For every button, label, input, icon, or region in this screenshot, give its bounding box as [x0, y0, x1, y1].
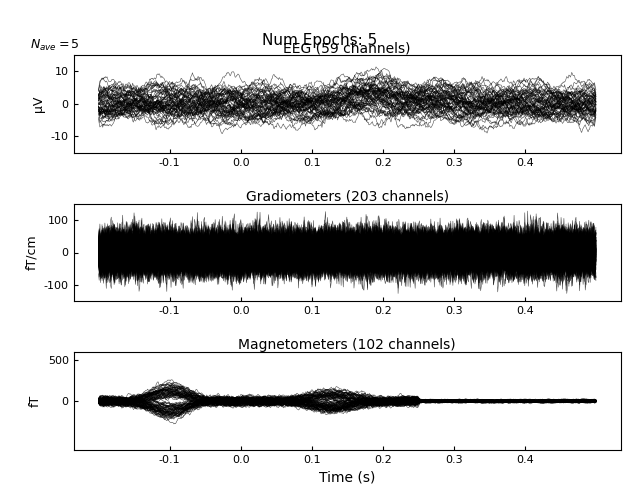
Y-axis label: fT: fT: [29, 395, 42, 407]
Text: $N_{ave}=5$: $N_{ave}=5$: [30, 38, 79, 52]
Title: EEG (59 channels): EEG (59 channels): [284, 41, 411, 55]
Y-axis label: fT/cm: fT/cm: [25, 234, 38, 270]
Title: Magnetometers (102 channels): Magnetometers (102 channels): [238, 338, 456, 352]
Y-axis label: μV: μV: [32, 96, 45, 112]
Title: Gradiometers (203 channels): Gradiometers (203 channels): [246, 190, 449, 203]
Text: Num Epochs: 5: Num Epochs: 5: [262, 32, 378, 48]
X-axis label: Time (s): Time (s): [319, 470, 376, 484]
